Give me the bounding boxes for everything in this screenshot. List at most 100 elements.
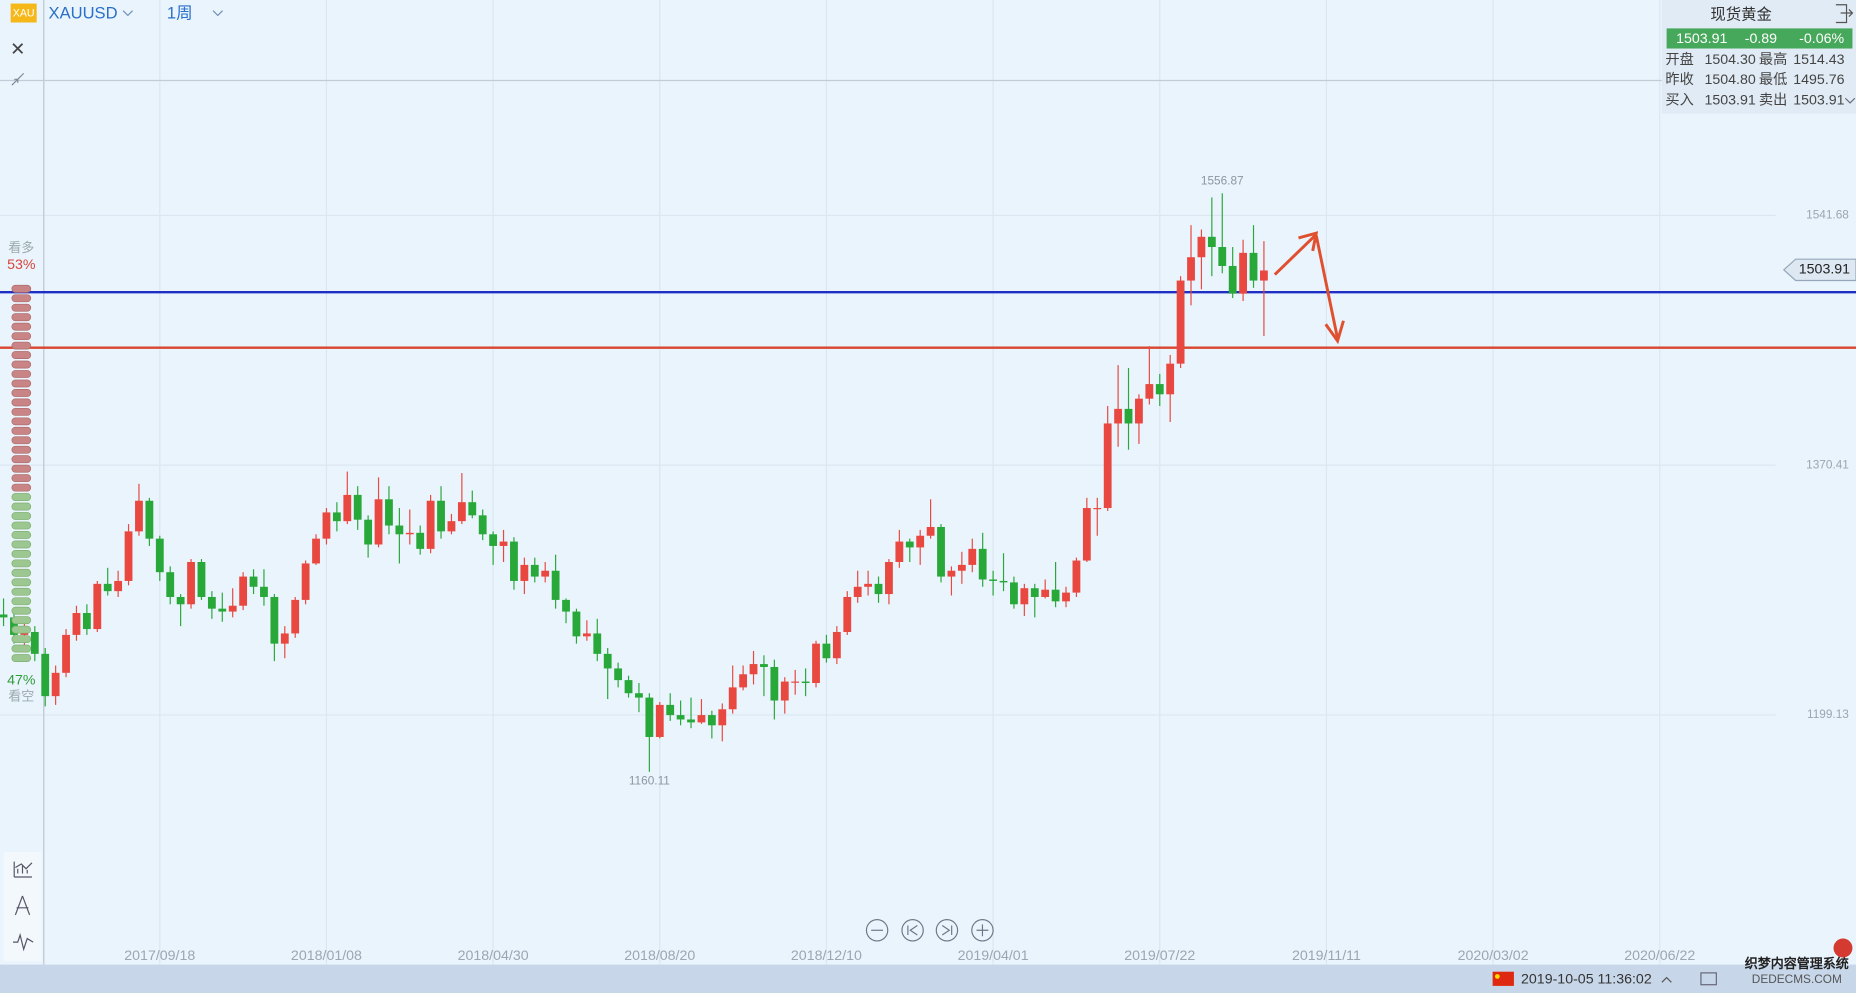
candle-body [228, 605, 237, 612]
candle-body [999, 580, 1008, 583]
candle-body [364, 519, 373, 545]
wave-tool[interactable] [13, 932, 34, 952]
candle-body [62, 634, 70, 673]
draw-tool[interactable] [14, 895, 31, 916]
x-tick-label: 2019/11/11 [1292, 948, 1361, 964]
x-tick-label: 2018/12/10 [791, 948, 862, 964]
candle-body [135, 500, 143, 532]
candle-body [718, 709, 727, 726]
y-tick-label: 1199.13 [1807, 707, 1849, 721]
flag-star [1494, 974, 1500, 979]
quote-value: 1504.80 [1704, 72, 1755, 88]
candle-body [1124, 408, 1133, 424]
candle-body [301, 563, 310, 600]
quote-price: 1503.91 [1676, 31, 1727, 47]
chevron[interactable] [122, 10, 133, 17]
candle-body [385, 499, 393, 526]
candle-body [978, 548, 987, 580]
candle-body [457, 502, 466, 522]
plot-area [0, 193, 1856, 772]
candle-body [312, 538, 320, 564]
candle-body [1051, 589, 1060, 602]
sentiment-pill [11, 578, 32, 587]
candle-body [0, 614, 8, 618]
period[interactable]: 1周 [167, 4, 193, 23]
sentiment-pill [11, 389, 32, 397]
candle-body [280, 633, 289, 644]
candle-body [353, 494, 362, 520]
candle-body [103, 583, 112, 592]
candle-body [1197, 236, 1206, 258]
expand[interactable] [1844, 97, 1856, 104]
candle-body [145, 500, 154, 539]
candle-body [499, 541, 508, 546]
x-tick-label: 2018/01/08 [291, 948, 362, 964]
zoom-in[interactable] [971, 919, 994, 942]
candle-body [176, 596, 185, 605]
price-tag [1782, 258, 1856, 282]
x-tick-label: 2018/08/20 [624, 948, 695, 964]
candle-body [374, 499, 383, 545]
candle-body [947, 570, 956, 577]
close-button[interactable] [12, 43, 24, 54]
status-bar [0, 964, 1856, 993]
sentiment-pill [11, 351, 32, 359]
sentiment-pill [11, 360, 32, 369]
quote-price-bar [1666, 28, 1853, 49]
sentiment-pill [11, 540, 32, 549]
candle-body [801, 681, 810, 684]
quote-value: 1504.30 [1704, 52, 1755, 68]
x-tick-label: 2020/03/02 [1458, 948, 1529, 964]
candle-body [270, 596, 279, 644]
exit-icon[interactable] [1835, 4, 1854, 24]
candle-body [343, 494, 352, 522]
notice-icon[interactable] [1833, 938, 1853, 958]
candle-body [791, 681, 800, 683]
candle-body [1239, 252, 1247, 294]
bear-label: 看空 [8, 689, 34, 704]
sentiment-pill [11, 502, 32, 511]
candle-body [114, 580, 123, 592]
candle-body [760, 664, 768, 667]
low-mark: 1160.11 [629, 773, 670, 787]
x-tick-label: 2019/04/01 [958, 948, 1029, 964]
candle-body [687, 719, 695, 723]
candle-body [520, 564, 529, 581]
sentiment-pill [11, 436, 32, 445]
sentiment-pill [11, 616, 32, 625]
quote-rows: 开盘 1504.30 最高 1514.43 昨收 1504.80 最低 1495.76 买入 15… [1665, 51, 1844, 108]
candle-body [749, 664, 758, 675]
candle-body [41, 653, 50, 697]
sentiment-pill [11, 635, 32, 644]
candle-body [603, 653, 612, 669]
flag [1492, 971, 1514, 986]
indicator-tool[interactable] [13, 861, 33, 878]
symbol-icon[interactable] [10, 3, 37, 23]
candle-body [864, 583, 873, 587]
candle-body [197, 561, 206, 597]
candle-body [874, 583, 883, 595]
candle-body [853, 586, 862, 597]
symbol[interactable]: XAUUSD [49, 4, 118, 23]
sentiment-pill [11, 559, 32, 568]
to-end[interactable] [935, 919, 959, 942]
quote-label: 昨收 [1665, 72, 1693, 88]
candle-body [551, 570, 560, 600]
chevron[interactable] [212, 10, 223, 17]
candle-body [1155, 384, 1164, 395]
candle-body [1218, 247, 1227, 266]
sentiment-pill [11, 587, 32, 596]
candle-body [395, 525, 404, 535]
collapse-button[interactable] [11, 72, 25, 86]
candle-body [1187, 257, 1195, 281]
window-icon[interactable] [1700, 972, 1717, 986]
candle-body [93, 583, 102, 630]
candle-body [812, 643, 820, 684]
quote-value: 1495.76 [1793, 72, 1844, 88]
to-start[interactable] [901, 919, 924, 942]
zoom-out[interactable] [865, 919, 889, 942]
chevron[interactable] [1661, 976, 1672, 983]
candle-body [968, 548, 977, 565]
candle-body [1114, 408, 1123, 424]
